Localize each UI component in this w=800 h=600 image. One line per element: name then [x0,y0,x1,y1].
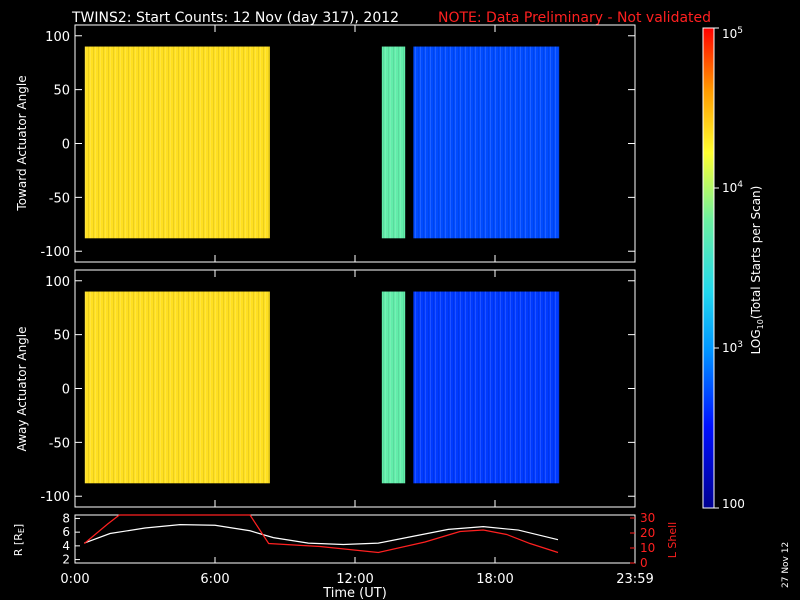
r-tick-label: 6 [62,525,70,539]
y-tick-label: -50 [49,191,70,206]
r-tick-label: 8 [62,511,70,525]
spectrogram-texture [413,46,560,239]
y-tick-label: 50 [53,84,70,99]
time-tick-label: 6:00 [200,572,229,587]
preliminary-note: NOTE: Data Preliminary - Not validated [438,10,711,26]
time-axis-label: Time (UT) [322,586,387,600]
away-y-axis-label: Away Actuator Angle [15,326,29,451]
time-tick-label: 0:00 [60,572,89,587]
colorbar-label: LOG10(Total Starts per Scan) [749,186,765,355]
orbit-panel-frame [74,514,636,564]
y-tick-label: 100 [45,275,70,290]
colorbar-tick-label: 103 [722,340,743,355]
colorbar-tick-label: 104 [722,180,743,195]
time-tick-label: 12:00 [336,572,373,587]
l-shell-axis-label: L Shell [666,522,679,558]
spectrogram-texture [381,291,406,484]
spectrogram-texture [381,46,406,239]
plot-title: TWINS2: Start Counts: 12 Nov (day 317), … [71,10,399,26]
r-tick-label: 4 [62,539,70,553]
toward-spectrogram [84,46,560,239]
y-tick-label: -100 [40,490,70,505]
away-spectrogram [84,291,560,484]
colorbar-tick-label: 100 [722,497,745,511]
toward-y-axis: 100 50 0 -50 -100 [40,25,636,262]
colorbar-ticks: 105 104 103 100 [714,26,745,511]
toward-y-axis-label: Toward Actuator Angle [15,75,29,211]
l-shell-tick-label: 10 [640,541,655,555]
y-tick-label: 50 [53,329,70,344]
y-tick-label: -100 [40,245,70,260]
l-shell-line [83,514,559,554]
colorbar-tick-label: 105 [722,26,743,41]
r-tick-label: 2 [62,553,70,567]
spectrogram-texture [413,291,560,484]
time-tick-label: 18:00 [476,572,513,587]
colorbar: 105 104 103 100 LOG10(Total Starts per Scan… [702,26,765,511]
l-shell-tick-label: 30 [640,511,655,525]
spectrogram-texture [84,291,270,484]
y-tick-label: 0 [62,383,70,398]
y-tick-label: -50 [49,436,70,451]
colorbar-gradient [702,27,715,509]
time-tick-label: 23:59 [616,572,653,587]
r-axis-label: R [RE] [12,524,26,556]
r-distance-line [84,523,559,546]
away-y-axis: 100 50 0 -50 -100 [40,270,636,507]
l-shell-tick-label: 0 [640,556,648,570]
away-angle-panel: 100 50 0 -50 -100 Away Actuator Angle [15,269,636,508]
y-tick-label: 0 [62,138,70,153]
date-stamp: 27 Nov 12 [781,542,791,588]
toward-angle-panel: 100 50 0 -50 -100 Toward Actuator Angle [15,24,636,263]
l-shell-tick-label: 20 [640,526,655,540]
spectrogram-texture [84,46,270,239]
y-tick-label: 100 [45,30,70,45]
